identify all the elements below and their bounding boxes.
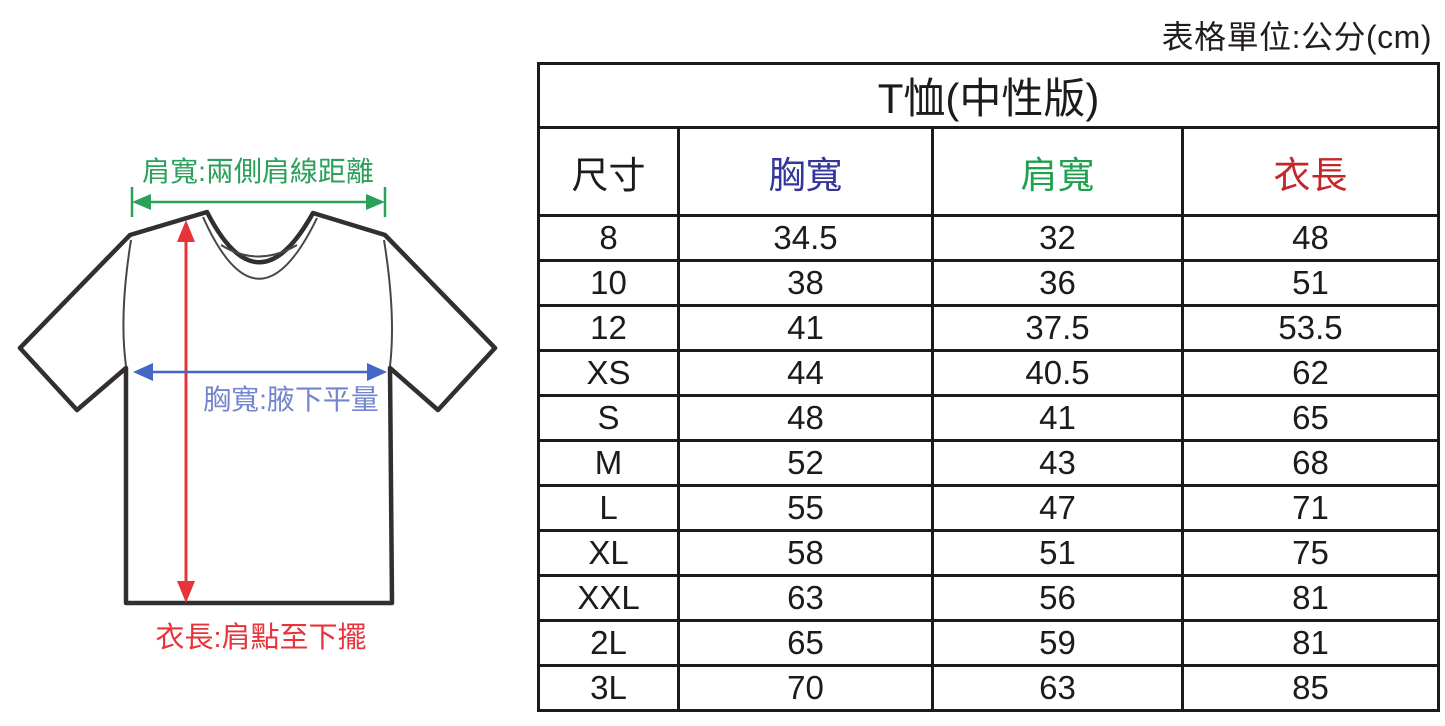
chest-cell: 65	[677, 619, 934, 667]
shoulder-cell: 41	[931, 394, 1184, 442]
back-neck-line	[220, 244, 298, 258]
length-cell: 75	[1180, 529, 1441, 577]
chest-cell: 52	[677, 439, 934, 487]
chest-cell: 38	[677, 259, 934, 307]
shoulder-cell: 43	[931, 439, 1184, 487]
size-cell: 12	[537, 304, 680, 352]
shoulder-cell: 32	[931, 214, 1184, 262]
table-row: L 55 47 71	[537, 484, 1441, 532]
table-row: S 48 41 65	[537, 394, 1441, 442]
right-armhole-seam	[383, 239, 393, 367]
chest-cell: 70	[677, 664, 934, 712]
table-row: 2L 65 59 81	[537, 619, 1441, 667]
table-title-row: T恤(中性版)	[536, 62, 1441, 129]
size-cell: 2L	[537, 619, 680, 667]
garment-length-arrow	[177, 220, 195, 603]
shoulder-cell: 36	[931, 259, 1184, 307]
shoulder-cell: 63	[931, 664, 1184, 712]
length-cell: 71	[1180, 484, 1441, 532]
column-header-size: 尺寸	[537, 126, 680, 217]
chest-cell: 44	[677, 349, 934, 397]
tshirt-measurement-diagram: 肩寬:兩側肩線距離 胸寬:腋下平量 衣長:肩點至下擺	[17, 156, 498, 654]
table-title: T恤(中性版)	[536, 62, 1441, 129]
chest-cell: 48	[677, 394, 934, 442]
size-cell: L	[537, 484, 680, 532]
length-cell: 62	[1180, 349, 1441, 397]
size-cell: XS	[537, 349, 680, 397]
chest-cell: 34.5	[677, 214, 934, 262]
length-cell: 81	[1180, 619, 1441, 667]
shoulder-width-arrow	[130, 187, 387, 217]
chest-cell: 41	[677, 304, 934, 352]
tshirt-outline	[17, 209, 498, 606]
length-cell: 53.5	[1180, 304, 1441, 352]
length-cell: 48	[1180, 214, 1441, 262]
shoulder-cell: 56	[931, 574, 1184, 622]
size-cell: S	[537, 394, 680, 442]
shoulder-cell: 59	[931, 619, 1184, 667]
shoulder-cell: 51	[931, 529, 1184, 577]
shoulder-cell: 47	[931, 484, 1184, 532]
size-cell: XXL	[537, 574, 680, 622]
chest-width-label: 胸寬:腋下平量	[203, 384, 379, 415]
shoulder-width-label: 肩寬:兩側肩線距離	[142, 156, 374, 187]
column-header-chest: 胸寬	[677, 126, 934, 217]
size-table: T恤(中性版) 尺寸 胸寬 肩寬 衣長 8 34.5 32 48 10 38 3…	[536, 62, 1441, 712]
size-cell: 8	[537, 214, 680, 262]
size-cell: M	[537, 439, 680, 487]
table-row: 8 34.5 32 48	[537, 214, 1441, 262]
table-row: XL 58 51 75	[537, 529, 1441, 577]
length-cell: 85	[1180, 664, 1441, 712]
length-cell: 65	[1180, 394, 1441, 442]
chest-cell: 58	[677, 529, 934, 577]
shoulder-cell: 37.5	[931, 304, 1184, 352]
table-row: 3L 70 63 85	[537, 664, 1441, 712]
table-row: 12 41 37.5 53.5	[537, 304, 1441, 352]
size-cell: 10	[537, 259, 680, 307]
length-cell: 51	[1180, 259, 1441, 307]
column-header-length: 衣長	[1180, 126, 1441, 217]
table-row: 10 38 36 51	[537, 259, 1441, 307]
column-header-shoulder: 肩寬	[931, 126, 1184, 217]
table-row: M 52 43 68	[537, 439, 1441, 487]
table-header-row: 尺寸 胸寬 肩寬 衣長	[537, 126, 1441, 217]
table-row: XXL 63 56 81	[537, 574, 1441, 622]
table-unit-label: 表格單位:公分(cm)	[1161, 19, 1432, 55]
collar-band-line	[202, 216, 318, 280]
shoulder-cell: 40.5	[931, 349, 1184, 397]
chest-width-arrow	[133, 363, 387, 381]
length-cell: 81	[1180, 574, 1441, 622]
chest-cell: 55	[677, 484, 934, 532]
left-armhole-seam	[122, 239, 132, 367]
table-row: XS 44 40.5 62	[537, 349, 1441, 397]
size-cell: XL	[537, 529, 680, 577]
chest-cell: 63	[677, 574, 934, 622]
size-cell: 3L	[537, 664, 680, 712]
garment-length-label: 衣長:肩點至下擺	[155, 621, 366, 654]
length-cell: 68	[1180, 439, 1441, 487]
